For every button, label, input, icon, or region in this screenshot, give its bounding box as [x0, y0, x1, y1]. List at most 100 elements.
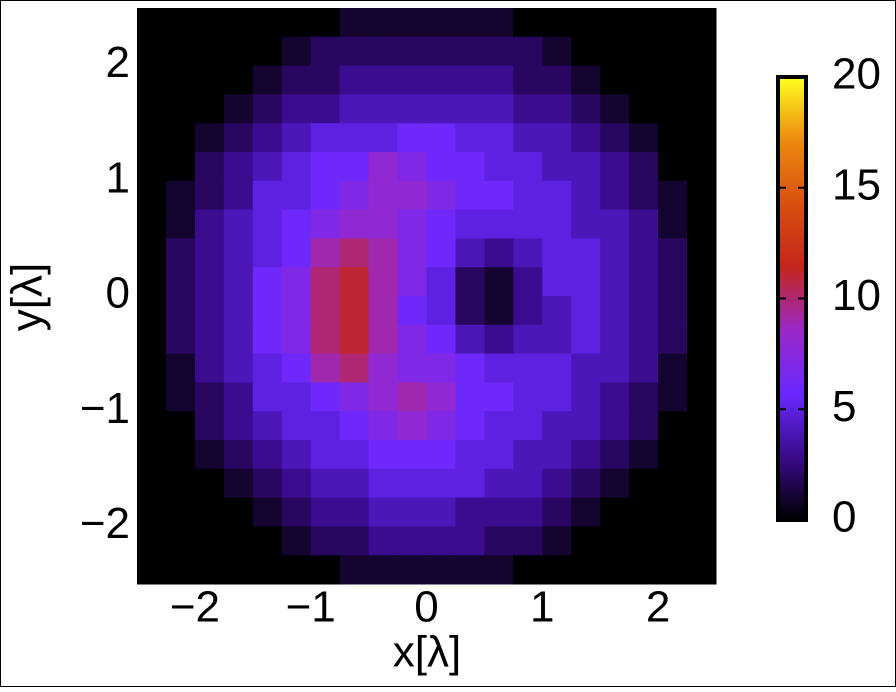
heatmap-cell: [194, 353, 225, 383]
heatmap-cell: [600, 267, 630, 297]
heatmap-cell: [629, 267, 659, 297]
heatmap-cell: [513, 238, 543, 268]
heatmap-cell: [571, 497, 601, 527]
heatmap-cell: [368, 411, 399, 441]
heatmap-cell: [658, 123, 688, 153]
heatmap-cell: [397, 526, 427, 556]
heatmap-cell: [310, 94, 341, 124]
heatmap-cell: [281, 238, 312, 268]
heatmap-cell: [687, 353, 717, 383]
heatmap-cell: [397, 152, 427, 182]
heatmap-cell: [194, 497, 225, 527]
heatmap-cell: [252, 123, 283, 153]
heatmap-cell: [455, 180, 485, 211]
heatmap-cell: [455, 296, 485, 326]
heatmap-cell: [426, 382, 456, 412]
heatmap-cell: [484, 353, 514, 383]
heatmap-cell: [513, 65, 543, 95]
heatmap-cell: [368, 180, 399, 211]
x-tick-label: 2: [646, 583, 670, 632]
heatmap-cell: [658, 411, 688, 441]
heatmap-cell: [165, 8, 196, 38]
heatmap-cell: [137, 209, 167, 239]
heatmap-cell: [252, 65, 283, 95]
heatmap-cell: [310, 440, 341, 470]
heatmap-cell: [542, 440, 572, 470]
heatmap-cell: [368, 555, 399, 585]
heatmap-cell: [194, 267, 225, 297]
heatmap-cell: [571, 555, 601, 585]
heatmap-cell: [600, 440, 630, 470]
heatmap-cell: [484, 296, 514, 326]
heatmap-cell: [368, 65, 399, 95]
heatmap-cell: [658, 238, 688, 268]
heatmap-cell: [600, 36, 630, 67]
heatmap-cell: [571, 36, 601, 67]
heatmap-cell: [426, 94, 456, 124]
heatmap-cell: [339, 324, 370, 355]
heatmap-cell: [571, 8, 601, 38]
heatmap-cell: [629, 382, 659, 412]
heatmap-cell: [339, 180, 370, 211]
heatmap-cell: [281, 497, 312, 527]
heatmap-cell: [513, 296, 543, 326]
heatmap-cell: [252, 8, 283, 38]
heatmap-cell: [310, 209, 341, 239]
heatmap-cell: [571, 411, 601, 441]
heatmap-cell: [542, 267, 572, 297]
heatmap-cell: [397, 267, 427, 297]
heatmap-cell: [629, 353, 659, 383]
heatmap-cell: [368, 353, 399, 383]
heatmap-cell: [658, 180, 688, 211]
heatmap-cell: [310, 8, 341, 38]
heatmap-cell: [687, 555, 717, 585]
heatmap-cell: [571, 65, 601, 95]
heatmap-cell: [339, 94, 370, 124]
heatmap-cell: [600, 526, 630, 556]
heatmap-cell: [397, 382, 427, 412]
heatmap-cell: [484, 180, 514, 211]
y-tick-label: −1: [80, 384, 130, 433]
heatmap-cell: [455, 267, 485, 297]
heatmap-cell: [455, 497, 485, 527]
heatmap-cell: [426, 324, 456, 355]
heatmap-cell: [165, 123, 196, 153]
heatmap-cell: [513, 411, 543, 441]
heatmap-cell: [223, 468, 254, 499]
heatmap-cell: [397, 238, 427, 268]
heatmap-cell: [484, 65, 514, 95]
heatmap-cell: [542, 324, 572, 355]
heatmap-cell: [600, 353, 630, 383]
heatmap-cell: [310, 296, 341, 326]
heatmap-cell: [137, 353, 167, 383]
heatmap-cell: [310, 555, 341, 585]
heatmap-cell: [600, 209, 630, 239]
heatmap-cell: [165, 353, 196, 383]
heatmap-cell: [426, 411, 456, 441]
heatmap-cell: [165, 382, 196, 412]
heatmap-cell: [339, 526, 370, 556]
heatmap-cell: [397, 180, 427, 211]
heatmap-cell: [629, 555, 659, 585]
heatmap-cell: [600, 468, 630, 499]
heatmap-cell: [629, 123, 659, 153]
heatmap-cell: [310, 267, 341, 297]
heatmap-cell: [223, 180, 254, 211]
colorbar-tick-label: 10: [832, 271, 881, 320]
heatmap-cell: [571, 180, 601, 211]
heatmap-cell: [484, 324, 514, 355]
heatmap-cell: [368, 123, 399, 153]
heatmap-cell: [629, 8, 659, 38]
heatmap-cell: [252, 209, 283, 239]
x-tick-label: −1: [286, 583, 336, 632]
heatmap-cell: [542, 36, 572, 67]
heatmap-cell: [426, 8, 456, 38]
heatmap-cell: [571, 94, 601, 124]
heatmap-cell: [368, 497, 399, 527]
heatmap-cell: [455, 382, 485, 412]
heatmap-cell: [310, 152, 341, 182]
heatmap-cell: [339, 411, 370, 441]
heatmap-cell: [629, 238, 659, 268]
heatmap-cell: [687, 180, 717, 211]
heatmap-cell: [165, 324, 196, 355]
